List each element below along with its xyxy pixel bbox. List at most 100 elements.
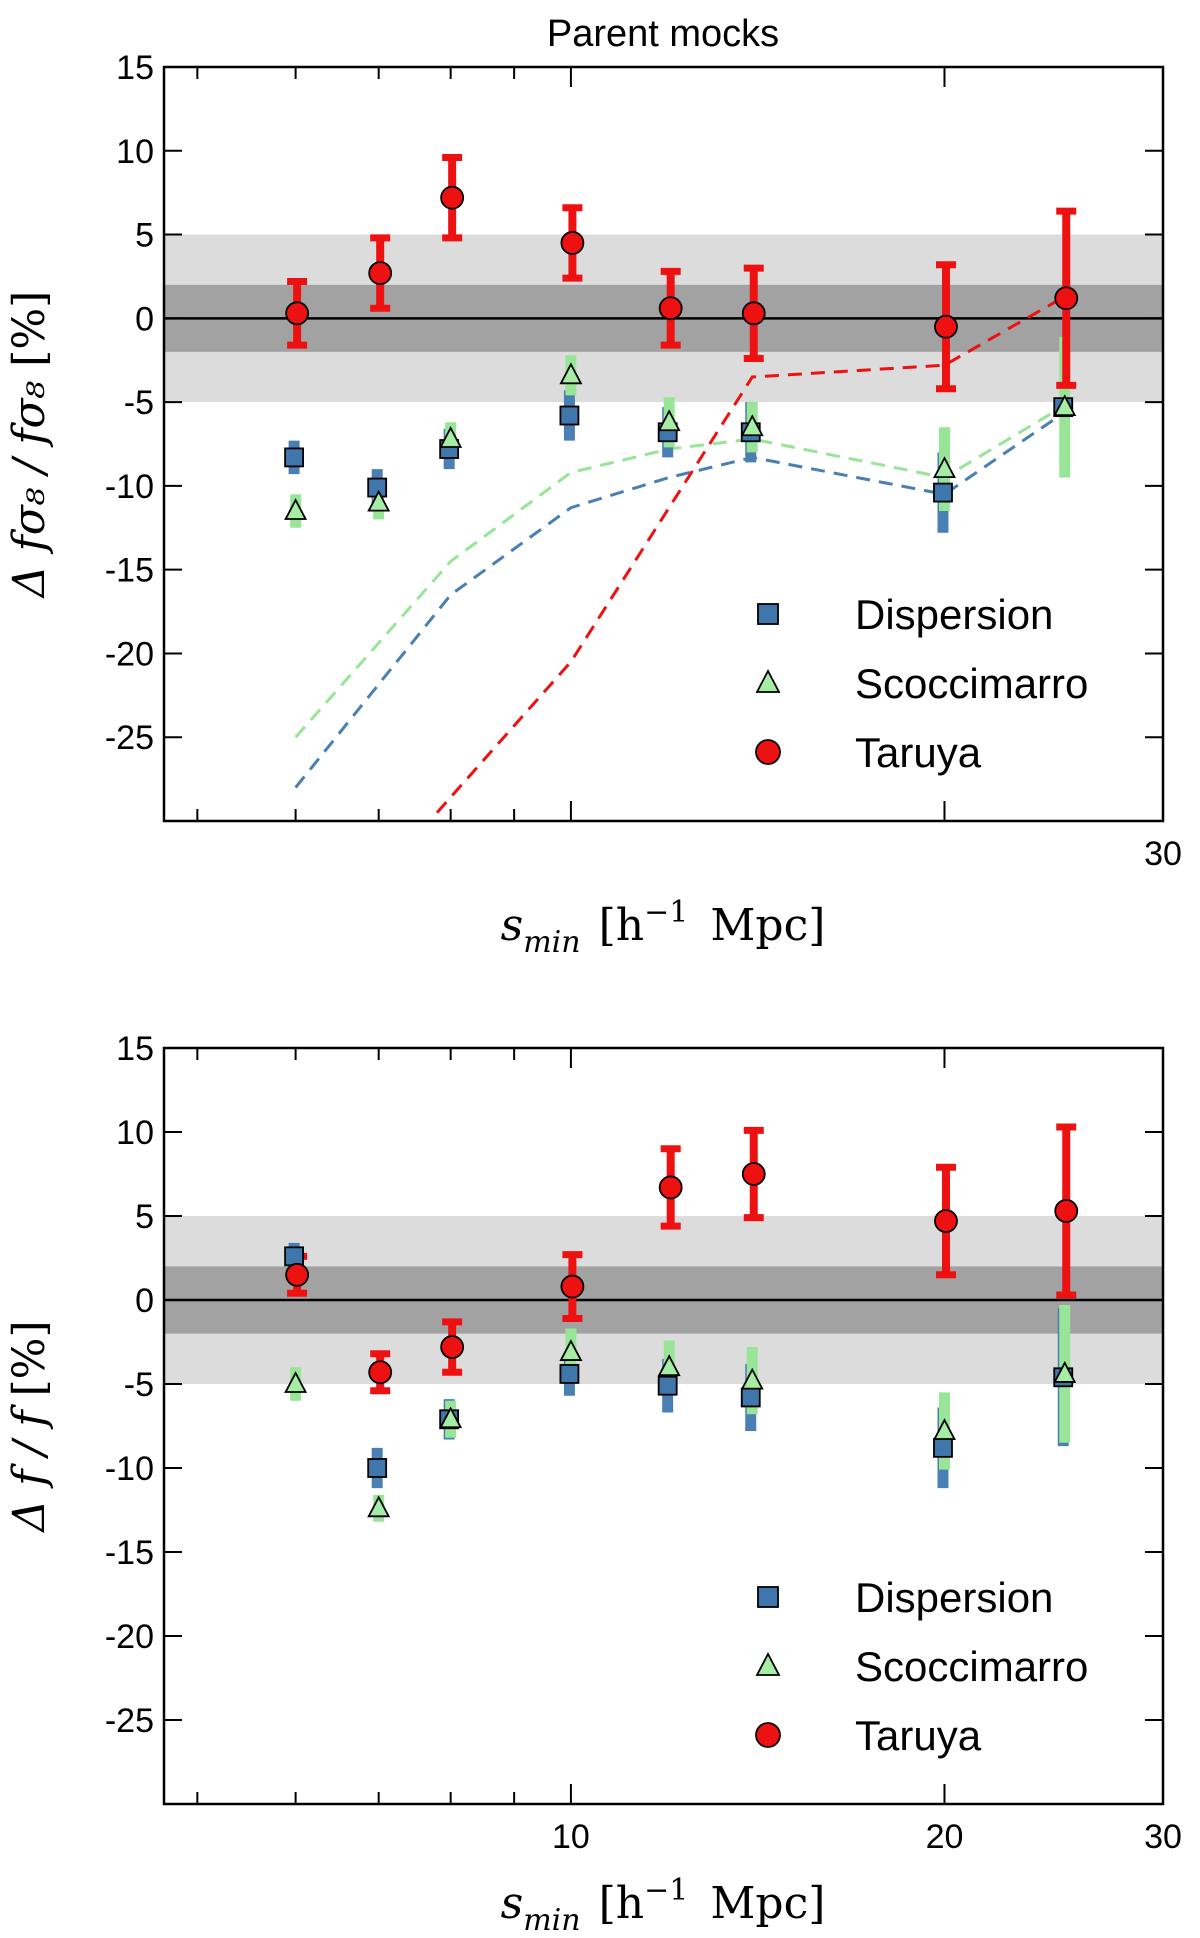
legend-marker-dispersion bbox=[757, 603, 779, 625]
point-dispersion bbox=[657, 1375, 678, 1396]
point-scoccimarro bbox=[1053, 1360, 1077, 1383]
point-taruya bbox=[1054, 286, 1079, 311]
legend-label: Scoccimarro bbox=[855, 1643, 1088, 1690]
point-taruya bbox=[934, 314, 958, 339]
point-taruya bbox=[560, 1274, 585, 1299]
point-dispersion bbox=[740, 1387, 761, 1408]
point-scoccimarro bbox=[559, 1339, 583, 1361]
ytick-label: -15 bbox=[105, 1534, 154, 1572]
xlabel-sup: −1 bbox=[644, 1873, 688, 1908]
point-scoccimarro bbox=[367, 1495, 391, 1518]
point-scoccimarro bbox=[439, 1406, 463, 1429]
legend-label: Dispersion bbox=[855, 591, 1053, 638]
ytick-label: 0 bbox=[135, 1282, 154, 1320]
plot-frame bbox=[162, 65, 1165, 823]
xtick-label: 20 bbox=[926, 1818, 964, 1856]
point-taruya bbox=[658, 1175, 683, 1200]
point-scoccimarro bbox=[657, 409, 681, 432]
point-dispersion bbox=[367, 1458, 388, 1478]
xlabel-unit: Mpc] bbox=[710, 1878, 825, 1929]
point-scoccimarro bbox=[740, 414, 764, 437]
xlabel-sub: min bbox=[523, 925, 580, 960]
legend-marker-scoccimarro bbox=[755, 1652, 781, 1676]
point-scoccimarro bbox=[932, 456, 956, 479]
xlabel-bracket: [h bbox=[599, 1878, 645, 1929]
point-scoccimarro bbox=[559, 362, 583, 385]
xtick-label: 10 bbox=[552, 1818, 590, 1856]
xlabel-sup: −1 bbox=[644, 895, 688, 930]
xtick-label: 30 bbox=[1144, 1818, 1182, 1856]
ylabel-main: Δ fσ₈ / fσ₈ bbox=[4, 380, 55, 599]
y-axis-label: Δ f / f [%] bbox=[4, 1320, 55, 1533]
legend-marker-scoccimarro bbox=[755, 669, 781, 693]
point-scoccimarro bbox=[367, 489, 391, 512]
xlabel-s: s bbox=[501, 1878, 524, 1929]
xlabel-s: s bbox=[501, 900, 524, 951]
legend-label: Scoccimarro bbox=[855, 660, 1088, 707]
ylabel-unit: [%] bbox=[4, 1320, 55, 1396]
point-scoccimarro bbox=[740, 1367, 764, 1390]
point-taruya bbox=[560, 231, 585, 255]
ytick-label: -10 bbox=[105, 468, 154, 506]
legend-label: Taruya bbox=[855, 1712, 982, 1759]
xtick-label: 30 bbox=[1144, 835, 1182, 873]
point-dispersion bbox=[284, 1246, 305, 1267]
ytick-label: -20 bbox=[105, 635, 154, 673]
x-axis-label: smin [h−1 Mpc] bbox=[501, 895, 826, 960]
top-panel: 15 10 5 0 -5 -10 -15 -20 -25 30 smin [h−1 Mpc] Δ fσ₈ … bbox=[4, 49, 1182, 960]
point-scoccimarro bbox=[1053, 394, 1077, 417]
legend-label: Taruya bbox=[855, 729, 982, 776]
point-taruya bbox=[741, 301, 766, 326]
ytick-label: -15 bbox=[105, 552, 154, 590]
xlabel-sub: min bbox=[523, 1903, 580, 1938]
ytick-label: 0 bbox=[135, 300, 154, 338]
point-scoccimarro bbox=[932, 1418, 956, 1440]
ytick-label: -20 bbox=[105, 1618, 154, 1656]
point-scoccimarro bbox=[657, 1354, 681, 1377]
point-dispersion bbox=[559, 1364, 580, 1384]
point-dispersion bbox=[933, 1437, 953, 1458]
legend-marker-taruya bbox=[755, 1722, 781, 1748]
ytick-label: -10 bbox=[105, 1450, 154, 1488]
point-taruya bbox=[934, 1209, 958, 1233]
y-axis-label: Δ fσ₈ / fσ₈ [%] bbox=[4, 291, 55, 600]
ytick-label: -25 bbox=[105, 1702, 154, 1740]
bottom-panel: 15 10 5 0 -5 -10 -15 -20 -25 10 20 30 smin [h−1 Mpc] Δ … bbox=[4, 1030, 1182, 1938]
ytick-label: 15 bbox=[116, 1030, 154, 1068]
dashed-line-taruya bbox=[435, 295, 1066, 814]
ytick-label: -5 bbox=[124, 1366, 154, 1404]
point-taruya bbox=[285, 1262, 310, 1287]
point-scoccimarro bbox=[284, 498, 308, 520]
ytick-label: -5 bbox=[124, 384, 154, 422]
ytick-label: 5 bbox=[135, 217, 154, 255]
ytick-label: 15 bbox=[116, 49, 154, 87]
xlabel-unit: Mpc] bbox=[710, 900, 825, 951]
legend-label: Dispersion bbox=[855, 1574, 1053, 1621]
point-dispersion bbox=[284, 447, 305, 468]
legend: Dispersion Scoccimarro Taruya bbox=[755, 591, 1088, 776]
point-dispersion bbox=[559, 405, 580, 426]
figure-title: Parent mocks bbox=[547, 13, 779, 55]
point-taruya bbox=[368, 261, 393, 285]
point-taruya bbox=[741, 1162, 766, 1186]
point-taruya bbox=[1054, 1199, 1079, 1223]
point-taruya bbox=[440, 1335, 465, 1359]
xlabel-bracket: [h bbox=[599, 900, 645, 951]
x-axis-label: smin [h−1 Mpc] bbox=[501, 1873, 826, 1938]
point-taruya bbox=[658, 296, 683, 321]
point-taruya bbox=[440, 185, 465, 210]
point-dispersion bbox=[933, 482, 953, 503]
ytick-label: 5 bbox=[135, 1198, 154, 1236]
point-scoccimarro bbox=[284, 1371, 308, 1393]
legend: Dispersion Scoccimarro Taruya bbox=[755, 1574, 1088, 1759]
point-scoccimarro bbox=[439, 426, 463, 448]
ytick-label: 10 bbox=[116, 133, 154, 171]
legend-marker-dispersion bbox=[757, 1586, 779, 1608]
ytick-label: -25 bbox=[105, 719, 154, 757]
ylabel-unit: [%] bbox=[4, 291, 55, 367]
legend-marker-taruya bbox=[755, 739, 781, 765]
ytick-label: 10 bbox=[116, 1114, 154, 1152]
point-taruya bbox=[285, 301, 310, 326]
point-taruya bbox=[368, 1360, 393, 1385]
